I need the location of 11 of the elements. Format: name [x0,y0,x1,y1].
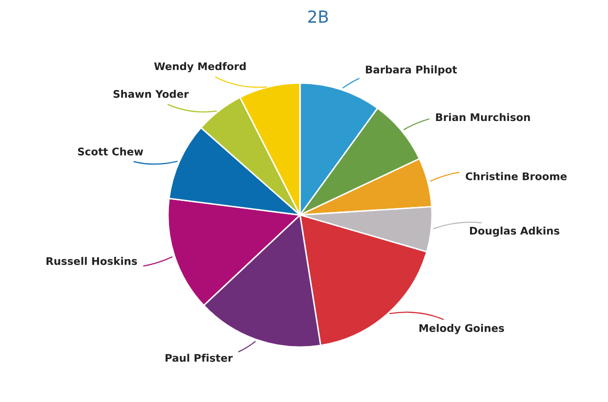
slice-label: Paul Pfister [166,354,233,362]
slice-label: Melody Goines [419,324,504,334]
slice-label: Douglas Adkins [470,226,560,237]
slice-label: Shawn Yoder [114,90,189,98]
slice-label: Russell Hoskins [46,256,137,265]
slice-label: Christine Broome [466,172,567,180]
slice-label: Wendy Medford [154,62,246,72]
slice-label: Barbara Philpot [366,65,457,76]
slice-label: Scott Chew [78,147,144,156]
slice-label: Brian Murchison [436,113,530,122]
chart-title: 2B [308,10,328,23]
